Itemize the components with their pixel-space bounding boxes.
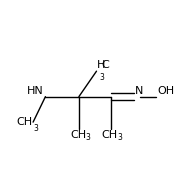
Text: H: H <box>96 60 105 70</box>
Text: N: N <box>135 86 144 96</box>
Text: CH: CH <box>16 117 32 127</box>
Text: C: C <box>102 60 109 70</box>
Text: 3: 3 <box>117 133 122 142</box>
Text: 3: 3 <box>33 124 38 133</box>
Text: 3: 3 <box>86 133 91 142</box>
Text: CH: CH <box>70 130 86 140</box>
Text: 3: 3 <box>99 73 104 82</box>
Text: HN: HN <box>27 86 44 96</box>
Text: CH: CH <box>102 130 118 140</box>
Text: OH: OH <box>157 86 174 96</box>
